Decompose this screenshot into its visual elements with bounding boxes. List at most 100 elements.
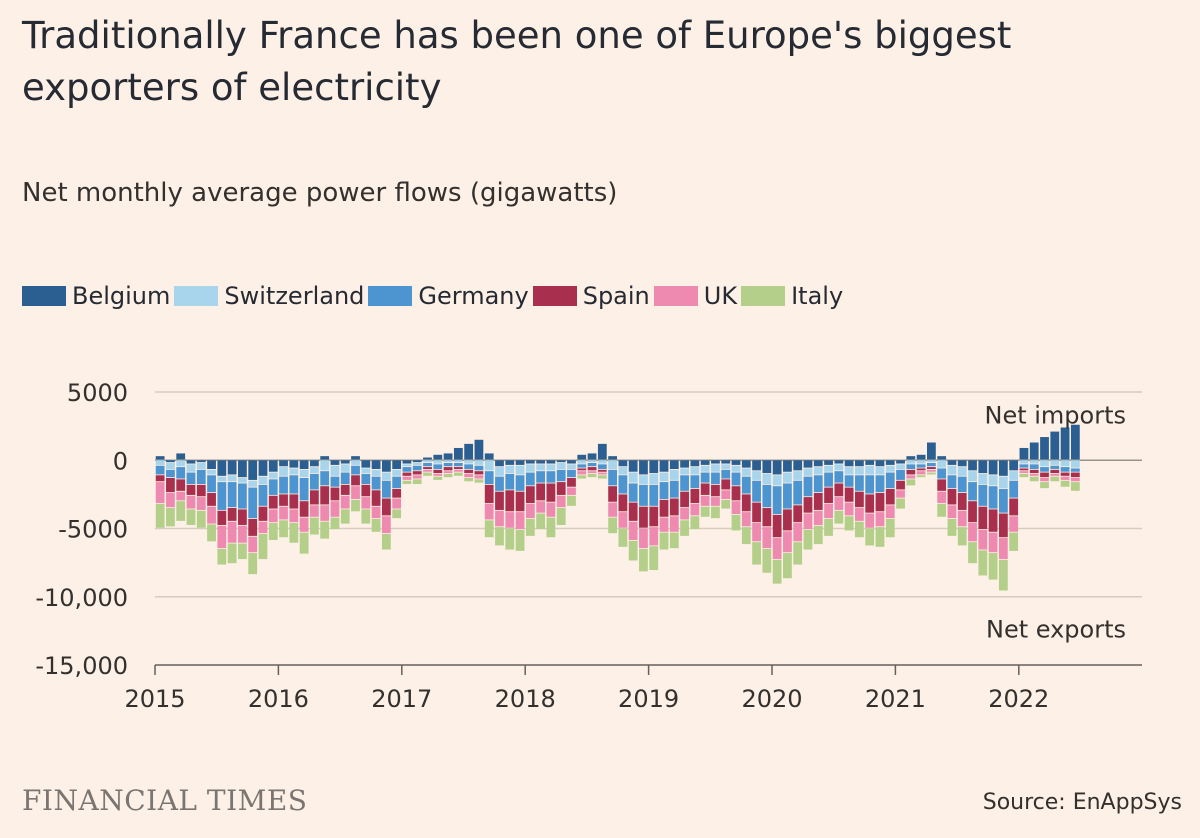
bar-segment-uk-2017-11 [505,512,515,528]
legend-label-switzerland: Switzerland [224,282,365,310]
bar-segment-uk-2019-08 [721,490,731,500]
bar-segment-spain-2015-09 [238,509,247,525]
bar-segment-germany-2017-11 [505,473,515,490]
bar-segment-uk-2018-06 [577,471,587,475]
bar-segment-italy-2021-02 [906,479,916,486]
bar-segment-spain-2016-08 [351,475,360,486]
bar-segment-spain-2016-12 [392,488,402,498]
legend-swatch-switzerland [174,286,219,306]
bar-segment-italy-2022-03 [1040,482,1049,489]
bar-segment-italy-2017-04 [433,476,443,480]
bar-segment-uk-2021-05 [937,491,947,504]
bar-segment-belgium-2022-02 [1029,442,1039,460]
bar-segment-uk-2016-05 [320,505,330,521]
bar-segment-italy-2018-06 [577,475,587,479]
bar-segment-switzerland-2018-12 [639,475,648,485]
bar-segment-uk-2018-05 [567,487,576,495]
bar-segment-italy-2015-05 [196,510,206,528]
bar-segment-spain-2017-08 [474,471,484,475]
bar-segment-belgium-2015-10 [248,460,258,480]
bar-segment-belgium-2019-08 [721,460,731,464]
bar-segment-belgium-2017-11 [505,460,515,465]
bar-segment-switzerland-2017-11 [505,465,515,474]
bar-segment-uk-2017-01 [402,476,412,480]
bar-segment-uk-2017-10 [495,510,504,527]
bar-segment-germany-2019-03 [669,480,679,498]
bar-segment-italy-2018-07 [587,473,597,478]
bar-segment-spain-2019-10 [741,494,751,512]
x-tick-label: 2020 [741,685,802,713]
bar-segment-switzerland-2021-08 [968,471,977,482]
bar-segment-belgium-2019-05 [690,460,700,467]
bar-segment-switzerland-2022-03 [1040,460,1049,467]
bar-segment-germany-2021-05 [937,468,947,479]
bar-segment-belgium-2016-08 [351,456,360,460]
bar-segment-uk-2019-06 [700,495,710,506]
bar-segment-switzerland-2017-05 [443,460,453,463]
bar-segment-switzerland-2016-01 [279,467,288,476]
bar-segment-germany-2019-08 [721,469,731,479]
bar-segment-uk-2020-11 [875,512,885,527]
bar-segment-belgium-2020-06 [824,460,833,465]
bar-segment-germany-2021-11 [998,488,1008,513]
bar-segment-italy-2021-01 [896,498,905,509]
bar-segment-belgium-2016-05 [320,456,330,460]
bar-segment-germany-2018-07 [587,462,597,467]
bar-segment-italy-2015-11 [258,533,268,560]
bar-segment-germany-2020-11 [875,475,885,493]
bar-segment-belgium-2020-10 [865,460,875,465]
bar-segment-belgium-2019-04 [680,460,689,468]
bar-segment-spain-2021-10 [988,509,998,532]
bar-segment-italy-2016-01 [279,520,288,538]
bar-segment-uk-2021-01 [896,490,905,498]
bar-segment-spain-2020-04 [803,497,813,513]
legend-item-switzerland: Switzerland [174,282,364,310]
x-tick-label: 2019 [618,685,679,713]
bar-segment-spain-2015-10 [248,518,258,536]
bar-segment-belgium-2019-11 [752,460,761,471]
bar-segment-germany-2018-12 [639,484,648,506]
bar-segment-germany-2018-03 [546,471,556,483]
bar-segment-belgium-2020-12 [885,460,895,465]
bar-segment-switzerland-2019-10 [741,468,751,476]
bar-segment-uk-2015-06 [207,506,216,524]
bar-segment-germany-2018-10 [618,475,628,494]
bar-segment-germany-2020-07 [834,471,844,483]
bar-segment-uk-2017-05 [443,471,453,474]
bar-segment-italy-2016-09 [361,509,371,524]
bar-segment-belgium-2018-02 [536,460,546,464]
bar-segment-italy-2018-05 [567,495,576,506]
bar-segment-germany-2015-06 [207,475,216,493]
x-tick-label: 2021 [865,685,926,713]
bar-segment-italy-2021-08 [968,542,977,564]
bar-segment-uk-2017-04 [433,473,443,476]
bar-segment-switzerland-2015-08 [227,475,237,482]
bar-segment-uk-2022-03 [1040,477,1049,482]
bar-segment-uk-2016-08 [351,486,360,500]
bar-segment-uk-2021-06 [947,505,957,519]
bar-segment-switzerland-2016-07 [340,464,350,472]
bar-segment-switzerland-2016-11 [381,472,391,480]
bar-segment-switzerland-2020-08 [844,467,854,475]
bar-segment-germany-2020-06 [824,472,833,487]
bar-segment-switzerland-2021-04 [927,460,936,463]
bar-segment-italy-2021-09 [978,550,988,576]
bar-segment-uk-2020-08 [844,502,854,516]
bar-segment-belgium-2017-12 [515,460,525,465]
bar-segment-italy-2017-12 [515,529,525,551]
bar-segment-germany-2016-10 [371,476,381,490]
bar-segment-spain-2017-01 [402,472,412,476]
bar-segment-switzerland-2020-07 [834,464,844,471]
bar-segment-germany-2020-08 [844,475,854,487]
bar-segment-switzerland-2019-02 [659,472,669,482]
bar-segment-spain-2019-12 [762,508,772,527]
bar-segment-switzerland-2020-12 [885,465,895,472]
legend-label-italy: Italy [791,282,844,310]
bar-segment-germany-2017-10 [495,476,504,491]
bar-segment-spain-2018-01 [525,486,535,504]
bar-segment-italy-2019-03 [669,532,679,549]
bar-segment-uk-2017-03 [423,469,432,472]
bar-segment-belgium-2021-10 [988,460,998,475]
bar-segment-italy-2015-12 [268,523,278,540]
bar-segment-belgium-2021-08 [968,460,977,471]
